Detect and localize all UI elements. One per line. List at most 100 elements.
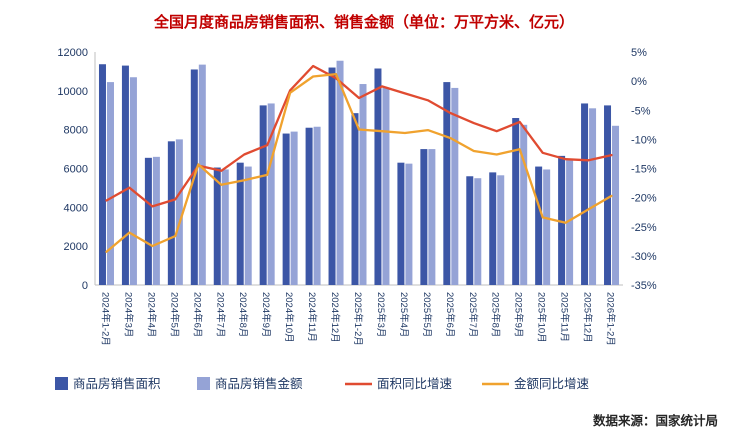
bar-sales-amount-10: [336, 60, 344, 285]
bar-sales-area-20: [558, 155, 566, 285]
right-axis-tick: -25%: [631, 222, 657, 234]
bar-sales-amount-21: [589, 108, 597, 285]
x-axis-label: 2024年11月: [306, 292, 318, 342]
right-axis-tick: -20%: [631, 193, 657, 205]
legend-item-sales-area: 商品房销售面积: [55, 376, 161, 391]
x-axis-label: 2025年8月: [490, 292, 502, 337]
bar-sales-area-10: [328, 67, 336, 286]
x-axis-label: 2025年7月: [467, 292, 479, 337]
right-axis-tick: 5%: [631, 47, 647, 59]
bar-sales-area-3: [167, 141, 175, 285]
x-axis-label: 2025年10月: [536, 292, 548, 343]
right-axis-tick: -10%: [631, 134, 657, 146]
bar-sales-area-13: [397, 162, 405, 285]
bar-sales-area-11: [351, 113, 359, 285]
left-axis-tick: 10000: [57, 86, 88, 98]
bar-sales-amount-6: [244, 166, 252, 285]
bar-sales-area-2: [144, 157, 152, 285]
bar-sales-area-15: [443, 82, 451, 286]
bar-sales-amount-11: [359, 84, 367, 285]
legend-item-area-growth: 面积同比增速: [345, 376, 453, 391]
left-axis-tick: 0: [82, 280, 88, 292]
bar-sales-area-7: [259, 105, 267, 285]
x-axis-label: 2025年12月: [582, 292, 594, 343]
bar-sales-amount-13: [405, 163, 413, 285]
bar-sales-amount-14: [428, 149, 436, 285]
x-axis-label: 2024年9月: [260, 292, 272, 337]
x-axis-label: 2025年3月: [375, 292, 387, 337]
bar-sales-area-1: [121, 65, 129, 285]
bar-sales-area-21: [581, 103, 589, 286]
left-axis-tick: 8000: [64, 125, 88, 137]
bar-sales-amount-5: [221, 169, 229, 285]
x-axis-label: 2024年10月: [283, 292, 295, 343]
bar-sales-amount-2: [152, 156, 160, 285]
bar-sales-area-6: [236, 162, 244, 285]
x-axis-label: 2024年6月: [191, 292, 203, 337]
right-axis-tick: -5%: [631, 105, 651, 117]
x-axis-label: 2025年11月: [559, 292, 571, 342]
bar-sales-amount-8: [290, 131, 298, 285]
bar-sales-area-12: [374, 68, 382, 285]
bar-sales-amount-19: [543, 169, 551, 285]
line-amount-growth: [105, 72, 613, 253]
right-axis-tick: -35%: [631, 280, 657, 292]
legend-swatch-sales-area: [55, 377, 68, 390]
plot-area: 0 2000 4000 6000 8000 10000 12000 5% 0% -5% -10% -1…: [57, 47, 656, 346]
left-axis-tick: 4000: [64, 202, 88, 214]
bar-sales-area-0: [98, 64, 106, 285]
legend-label-sales-amount: 商品房销售金额: [215, 376, 303, 391]
x-axis-label: 2025年5月: [421, 292, 433, 337]
bar-sales-amount-20: [566, 159, 574, 285]
bar-sales-area-18: [512, 118, 520, 286]
x-axis-label: 2024年12月: [329, 292, 341, 343]
left-axis-tick: 6000: [64, 164, 88, 176]
x-axis-label: 2026年1-2月: [605, 292, 617, 346]
bar-sales-area-17: [489, 172, 497, 285]
x-axis-label: 2024年3月: [122, 292, 134, 337]
bar-sales-amount-12: [382, 87, 390, 285]
bar-sales-area-14: [420, 149, 428, 285]
bar-sales-amount-16: [474, 178, 482, 285]
x-axis-label: 2025年9月: [513, 292, 525, 337]
bar-sales-area-9: [305, 127, 313, 285]
bar-sales-amount-9: [313, 126, 321, 285]
legend-label-sales-area: 商品房销售面积: [73, 376, 161, 391]
data-source: 数据来源：国家统计局: [592, 413, 718, 428]
bar-sales-amount-3: [175, 139, 183, 285]
x-axis-label: 2024年5月: [168, 292, 180, 337]
x-axis-label: 2025年6月: [444, 292, 456, 337]
bar-sales-area-22: [604, 105, 612, 285]
legend-swatch-sales-amount: [197, 377, 210, 390]
x-axis-label: 2024年7月: [214, 292, 226, 337]
x-axis-label: 2024年1-2月: [99, 292, 111, 346]
bar-sales-amount-18: [520, 124, 528, 285]
line-area-growth: [105, 64, 613, 208]
bar-sales-amount-1: [129, 77, 137, 285]
x-axis-label: 2025年4月: [398, 292, 410, 337]
bar-sales-area-16: [466, 176, 474, 285]
x-axis-label: 2024年4月: [145, 292, 157, 337]
chart-title: 全国月度商品房销售面积、销售金额（单位：万平方米、亿元）: [153, 13, 574, 31]
x-axis-label: 2024年8月: [237, 292, 249, 337]
bar-sales-amount-0: [106, 82, 114, 286]
bar-sales-area-8: [282, 133, 290, 285]
bar-sales-amount-17: [497, 175, 505, 285]
right-axis-tick: -15%: [631, 164, 657, 176]
legend-item-sales-amount: 商品房销售金额: [197, 376, 303, 391]
left-axis-tick: 2000: [64, 241, 88, 253]
bar-sales-amount-15: [451, 87, 459, 285]
bar-sales-amount-4: [198, 64, 206, 285]
bar-sales-amount-7: [267, 103, 275, 286]
legend-label-amount-growth: 金额同比增速: [514, 376, 590, 391]
bar-sales-amount-22: [612, 125, 620, 286]
legend-item-amount-growth: 金额同比增速: [482, 376, 590, 391]
left-axis-tick: 12000: [57, 47, 88, 59]
legend: 商品房销售面积 商品房销售金额 面积同比增速 金额同比增速: [55, 376, 590, 391]
right-axis-tick: -30%: [631, 251, 657, 263]
legend-label-area-growth: 面积同比增速: [377, 376, 453, 391]
bar-sales-area-5: [213, 167, 221, 285]
x-axis-label: 2025年1-2月: [352, 292, 364, 346]
